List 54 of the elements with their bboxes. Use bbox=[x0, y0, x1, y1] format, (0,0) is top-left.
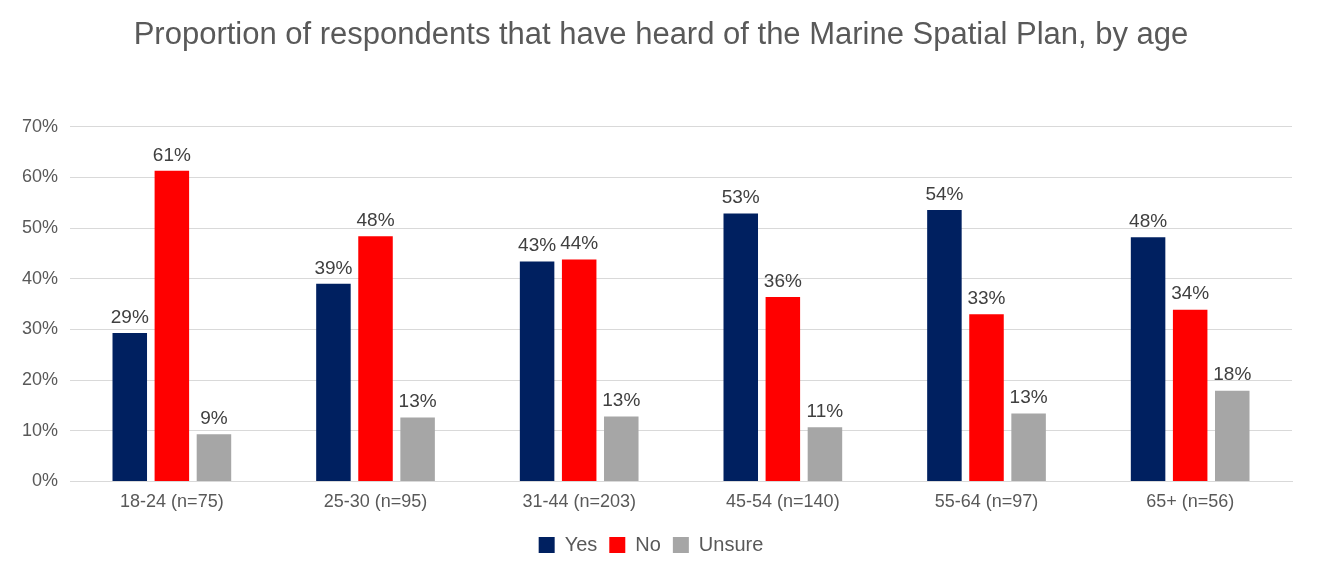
data-label: 43% bbox=[518, 234, 557, 256]
bar bbox=[154, 170, 190, 481]
x-tick-label: 45-54 (n=140) bbox=[726, 491, 840, 512]
data-label: 13% bbox=[398, 390, 437, 412]
bar bbox=[927, 209, 962, 481]
x-tick-label: 31-44 (n=203) bbox=[522, 491, 636, 512]
y-tick-label: 40% bbox=[22, 267, 59, 288]
y-tick-label: 20% bbox=[22, 369, 59, 390]
bar bbox=[1215, 390, 1250, 481]
x-tick-label: 65+ (n=56) bbox=[1146, 491, 1235, 512]
data-label: 54% bbox=[925, 182, 964, 204]
data-label: 34% bbox=[1171, 282, 1210, 304]
bar bbox=[561, 259, 597, 481]
data-label: 61% bbox=[152, 143, 191, 165]
data-label: 11% bbox=[806, 399, 844, 421]
x-tick-label: 25-30 (n=95) bbox=[323, 491, 428, 512]
y-tick-label: 0% bbox=[32, 470, 59, 491]
bar bbox=[316, 283, 351, 481]
y-tick-label: 10% bbox=[22, 419, 59, 440]
data-label: 39% bbox=[314, 256, 353, 278]
data-label: 13% bbox=[602, 389, 641, 411]
bar bbox=[807, 427, 843, 481]
data-label: 48% bbox=[356, 208, 395, 230]
bar bbox=[1172, 309, 1208, 481]
data-label: 29% bbox=[110, 305, 149, 327]
y-tick-label: 60% bbox=[22, 166, 59, 187]
bar bbox=[1011, 413, 1046, 481]
bar bbox=[604, 416, 639, 481]
y-tick-label: 30% bbox=[22, 318, 59, 339]
data-label: 33% bbox=[967, 286, 1006, 308]
data-label: 48% bbox=[1129, 209, 1168, 231]
legend-label: Yes bbox=[564, 532, 598, 555]
bar bbox=[196, 434, 232, 481]
bar bbox=[723, 213, 759, 481]
chart-title: Proportion of respondents that have heard of the Marine Spatial Plan, by age bbox=[132, 15, 1190, 53]
y-tick-label: 50% bbox=[22, 217, 59, 238]
x-tick-label: 18-24 (n=75) bbox=[120, 491, 224, 512]
bar bbox=[1130, 237, 1166, 481]
legend-label: Unsure bbox=[698, 532, 764, 555]
legend-label: No bbox=[635, 532, 661, 555]
data-label: 13% bbox=[1009, 386, 1048, 408]
x-tick-label: 55-64 (n=97) bbox=[934, 491, 1039, 512]
bar bbox=[358, 236, 393, 481]
data-label: 53% bbox=[721, 186, 760, 208]
bar bbox=[969, 314, 1004, 481]
data-label: 44% bbox=[560, 232, 599, 254]
bar bbox=[112, 332, 148, 481]
bar bbox=[400, 417, 435, 481]
y-tick-label: 70% bbox=[22, 115, 59, 136]
bar bbox=[519, 261, 555, 481]
data-label: 36% bbox=[763, 269, 802, 291]
data-label: 18% bbox=[1213, 363, 1252, 385]
bar bbox=[765, 297, 801, 481]
data-label: 9% bbox=[200, 407, 228, 429]
